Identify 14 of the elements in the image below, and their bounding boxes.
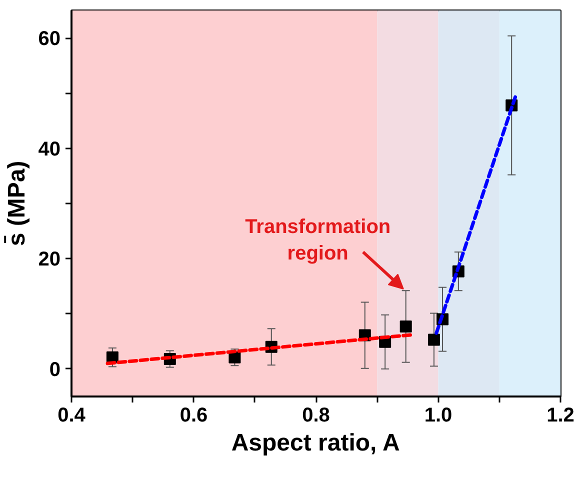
- point: [400, 320, 412, 332]
- point: [428, 334, 440, 346]
- x-tick-label: 0.6: [180, 404, 208, 426]
- x-tick-label: 0.4: [58, 404, 86, 426]
- y-tick-label: 60: [38, 28, 61, 50]
- y-tick-label: 40: [38, 138, 61, 160]
- annotation: Transformation region: [245, 216, 391, 265]
- x-tick-label: 1.2: [546, 404, 574, 426]
- y-tick-label: 20: [38, 248, 61, 271]
- y-axis-title: s̄ (MPa): [3, 160, 30, 246]
- y-tick-label: 0: [49, 358, 60, 381]
- x-tick-label: 1.0: [424, 404, 452, 426]
- x-tick-label: 0.8: [302, 404, 330, 426]
- x-axis-title: Aspect ratio, A: [231, 430, 400, 456]
